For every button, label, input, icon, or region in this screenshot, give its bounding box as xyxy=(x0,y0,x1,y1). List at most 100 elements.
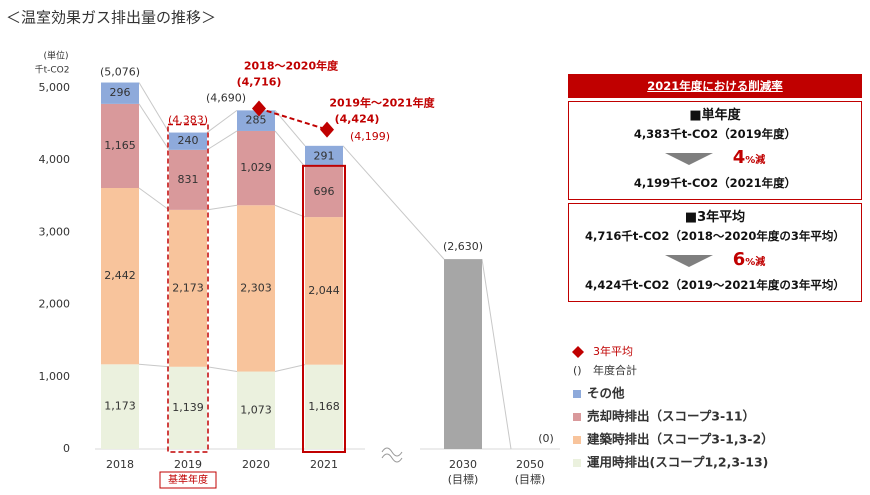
y-unit: (単位) xyxy=(43,50,68,62)
data-label: 240 xyxy=(178,134,199,147)
category-note: 基準年度 xyxy=(168,473,208,486)
connector xyxy=(206,109,238,133)
data-label: 296 xyxy=(110,86,131,99)
bar-segment xyxy=(305,166,343,218)
panel-section: ■3年平均 4,716千t-CO2（2018～2020年度の3年平均） 6%減 … xyxy=(568,203,862,302)
total-label: (5,076) xyxy=(100,66,140,79)
connector xyxy=(206,130,238,151)
x-tick-label: 2030 xyxy=(449,458,477,471)
bar-segment xyxy=(169,209,207,367)
y-tick-label: 0 xyxy=(63,442,70,455)
average-line xyxy=(258,107,328,131)
average-note: 2018～2020年度 xyxy=(244,59,339,73)
bar-segment xyxy=(305,145,343,167)
total-label: (4,383) xyxy=(168,114,208,127)
legend-marker xyxy=(572,346,584,358)
y-tick-label: 4,000 xyxy=(39,153,71,166)
data-label: 1,029 xyxy=(240,161,272,174)
bar-segment xyxy=(305,217,343,365)
rate: 6 xyxy=(732,249,746,270)
total-label: (4,690) xyxy=(206,91,246,104)
base-year-frame xyxy=(167,123,209,453)
chart-title: ＜温室効果ガス排出量の推移＞ xyxy=(6,9,216,27)
connector xyxy=(342,145,445,260)
section-to: 4,199千t-CO2（2021年度） xyxy=(633,176,797,190)
bar-segment xyxy=(101,103,139,188)
bar-segment xyxy=(169,366,207,449)
connector xyxy=(481,259,512,450)
section-from: 4,716千t-CO2（2018～2020年度の3年平均） xyxy=(585,229,845,243)
bar-segment xyxy=(237,371,275,449)
average-label: (4,716) xyxy=(237,76,282,89)
legend-swatch xyxy=(573,436,581,444)
data-label: 2,173 xyxy=(172,281,204,294)
average-marker xyxy=(252,100,266,117)
connector xyxy=(206,204,238,211)
y-tick-label: 3,000 xyxy=(39,225,71,238)
bar-segment xyxy=(101,187,139,365)
y-tick-label: 2,000 xyxy=(39,298,71,311)
data-label: 1,139 xyxy=(172,401,204,414)
rate: 4 xyxy=(732,147,746,168)
x-tick-label: 2018 xyxy=(106,458,134,471)
panel: 2021年度における削減率 ■単年度 4,383千t-CO2（2019年度） 4… xyxy=(568,74,862,302)
data-label: 1,173 xyxy=(104,400,136,413)
data-label: 1,168 xyxy=(308,400,340,413)
legend-label: 3年平均 xyxy=(593,344,633,358)
average-marker xyxy=(320,121,334,138)
y-unit: 千t-CO2 xyxy=(35,65,70,76)
bar-segment xyxy=(305,364,343,449)
average-note: 2019年～2021年度 xyxy=(329,96,435,110)
legend-label: 建築時排出（スコープ3-1,3-2） xyxy=(587,432,774,447)
data-label: 831 xyxy=(178,173,199,186)
connector xyxy=(274,364,306,373)
connector xyxy=(206,366,238,373)
average-label: (4,424) xyxy=(335,113,380,126)
connector xyxy=(274,130,306,168)
total-label: (0) xyxy=(538,432,554,445)
legend-swatch xyxy=(573,413,581,421)
total-label: (2,630) xyxy=(443,240,483,253)
note-box xyxy=(159,471,217,489)
legend-swatch xyxy=(573,390,581,398)
legend-marker: () xyxy=(573,364,582,377)
legend-label: 売却時排出（スコープ3-11） xyxy=(587,409,755,424)
bar-segment xyxy=(237,130,275,206)
data-label: 2,303 xyxy=(240,281,272,294)
data-label: 2,442 xyxy=(104,269,136,282)
data-label: 1,165 xyxy=(104,139,136,152)
rate-row: 4%減 xyxy=(569,144,861,174)
current-year-frame xyxy=(302,164,346,453)
bar-segment xyxy=(237,110,275,131)
category-note: (目標) xyxy=(448,472,479,486)
data-label: 1,073 xyxy=(240,403,272,416)
connector xyxy=(138,187,170,211)
x-tick-label: 2019 xyxy=(174,458,202,471)
data-label: 291 xyxy=(314,149,335,162)
section-heading: ■単年度 xyxy=(689,108,741,123)
arrow xyxy=(664,255,713,267)
legend-label: その他 xyxy=(587,386,625,401)
connector xyxy=(138,82,170,133)
total-label: (4,199) xyxy=(350,130,390,143)
connector xyxy=(138,363,170,368)
legend-swatch xyxy=(573,459,581,467)
rate-unit: %減 xyxy=(745,257,766,268)
legend-label: 運用時排出(スコープ1,2,3-13) xyxy=(587,455,768,470)
target-bar xyxy=(444,259,482,449)
legend-label: 年度合計 xyxy=(593,363,637,377)
section-from: 4,383千t-CO2（2019年度） xyxy=(633,127,797,141)
panel-section: ■単年度 4,383千t-CO2（2019年度） 4%減 4,199千t-CO2… xyxy=(568,101,862,200)
bar-segment xyxy=(169,149,207,210)
section-to: 4,424千t-CO2（2019～2021年度の3年平均） xyxy=(585,278,845,292)
data-label: 285 xyxy=(246,114,267,127)
x-tick-label: 2020 xyxy=(242,458,270,471)
bar-segment xyxy=(169,132,207,150)
data-label: 696 xyxy=(314,185,335,198)
axis-break xyxy=(381,447,403,463)
bar-segment xyxy=(237,205,275,372)
x-tick-label: 2021 xyxy=(310,458,338,471)
y-tick-label: 5,000 xyxy=(39,81,71,94)
